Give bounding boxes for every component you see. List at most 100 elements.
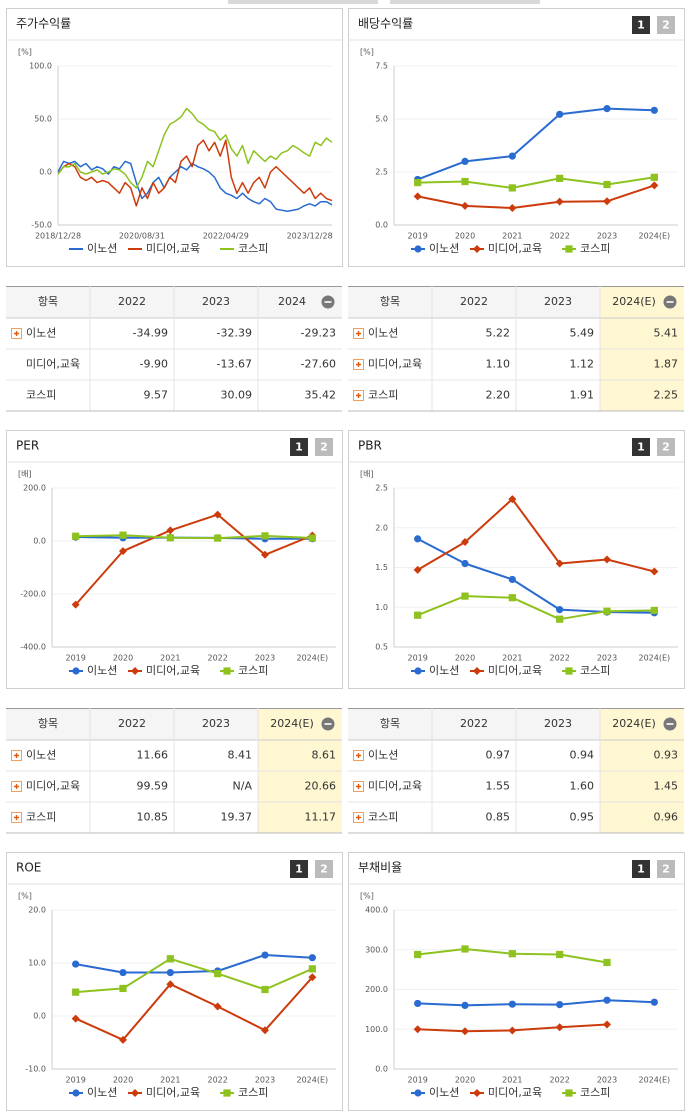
expand-icon-plus[interactable] <box>14 815 19 820</box>
page-button[interactable] <box>657 438 675 456</box>
header-cell: 2022 <box>460 295 488 308</box>
x-tick-label: 2023 <box>255 654 275 663</box>
marker <box>556 1001 564 1009</box>
header-bg <box>6 286 258 318</box>
legend-label: 미디어,교육 <box>488 664 542 677</box>
page-button[interactable] <box>290 860 308 878</box>
page-button[interactable] <box>632 860 650 878</box>
value-cell: -32.39 <box>217 327 252 340</box>
page-button[interactable] <box>632 438 650 456</box>
x-tick-label: 2022 <box>549 654 569 663</box>
marker <box>223 667 231 675</box>
header-cell: 2024(E) <box>270 717 314 730</box>
page-button-label[interactable]: 1 <box>295 441 303 454</box>
value-cell: 20.66 <box>305 780 337 793</box>
x-tick-label: 2022 <box>549 232 569 241</box>
expand-icon-plus[interactable] <box>356 784 361 789</box>
value-cell: 11.66 <box>137 749 169 762</box>
marker <box>461 538 469 547</box>
value-cell: -27.60 <box>301 358 336 371</box>
marker <box>414 999 422 1008</box>
y-tick-label: 7.5 <box>375 62 388 71</box>
header-bg <box>348 286 600 318</box>
page-button-label[interactable]: 2 <box>320 863 328 876</box>
series-line <box>417 107 655 181</box>
header-cell: 항목 <box>380 717 400 730</box>
y-tick-label: 0.0 <box>375 221 388 230</box>
marker <box>308 965 316 973</box>
expand-icon-plus[interactable] <box>356 362 361 367</box>
header-cell: 2022 <box>118 295 146 308</box>
page-button-label[interactable]: 1 <box>295 863 303 876</box>
page-button[interactable] <box>290 438 308 456</box>
panel-title: ROE <box>16 861 41 875</box>
marker <box>166 968 174 977</box>
marker <box>72 988 80 996</box>
expand-icon-plus[interactable] <box>356 331 361 336</box>
expand-icon-plus[interactable] <box>356 753 361 758</box>
marker <box>119 531 127 539</box>
marker <box>603 105 611 113</box>
legend-label: 코스피 <box>580 664 610 677</box>
page-button-label[interactable]: 2 <box>320 441 328 454</box>
value-cell: 10.85 <box>137 811 169 824</box>
page-button[interactable] <box>657 860 675 878</box>
page-button[interactable] <box>632 16 650 34</box>
marker <box>555 197 564 206</box>
x-tick-label: 2024(E) <box>639 654 671 663</box>
series-line <box>75 957 313 994</box>
y-tick-label: -10.0 <box>25 1065 46 1074</box>
marker <box>72 1089 80 1097</box>
page-button[interactable] <box>657 16 675 34</box>
x-tick-label: 2023 <box>255 1076 275 1085</box>
y-tick-label: 400.0 <box>365 906 388 915</box>
y-tick-label: 5.0 <box>375 115 388 124</box>
legend-label: 코스피 <box>580 242 610 255</box>
page-button[interactable] <box>315 860 333 878</box>
expand-icon-plus[interactable] <box>356 393 361 398</box>
marker <box>308 954 316 962</box>
marker <box>508 950 516 958</box>
expand-icon-plus[interactable] <box>14 784 19 789</box>
value-cell: 1.12 <box>570 358 595 371</box>
expand-icon-plus[interactable] <box>14 753 19 758</box>
marker <box>603 958 611 967</box>
y-tick-label: 0.0 <box>39 168 52 177</box>
series-line <box>417 184 655 209</box>
marker <box>603 1020 611 1029</box>
marker <box>565 245 573 253</box>
value-cell: 1.60 <box>570 780 595 793</box>
marker <box>414 1089 422 1097</box>
expand-icon-plus[interactable] <box>356 815 361 820</box>
marker <box>213 1002 222 1011</box>
legend-label: 미디어,교육 <box>146 664 200 677</box>
marker <box>508 1000 516 1008</box>
x-tick-label: 2020 <box>113 654 133 663</box>
value-cell: 5.22 <box>486 327 511 340</box>
marker <box>556 110 564 118</box>
header-cell: 2023 <box>202 717 230 730</box>
marker <box>308 534 316 542</box>
value-cell: 8.61 <box>312 749 337 762</box>
page-button-label[interactable]: 2 <box>662 441 670 454</box>
marker <box>556 606 564 614</box>
marker <box>508 495 517 504</box>
page-button-label[interactable]: 1 <box>637 441 645 454</box>
expand-icon-plus[interactable] <box>14 331 19 336</box>
row-label: 이노션 <box>368 749 398 762</box>
value-cell: 1.87 <box>654 358 679 371</box>
page-button[interactable] <box>315 438 333 456</box>
series-line <box>417 595 655 621</box>
page-button-label[interactable]: 1 <box>637 863 645 876</box>
unit-label: [%] <box>360 892 374 901</box>
value-cell: 0.85 <box>486 811 511 824</box>
page-button-label[interactable]: 2 <box>662 863 670 876</box>
x-tick-label: 2019 <box>65 1076 85 1085</box>
page-button-label[interactable]: 2 <box>662 19 670 32</box>
value-cell: 2.25 <box>654 389 679 402</box>
marker <box>166 534 174 542</box>
marker <box>650 181 659 190</box>
value-cell: 5.41 <box>654 327 679 340</box>
page-button-label[interactable]: 1 <box>637 19 645 32</box>
marker <box>508 575 516 584</box>
